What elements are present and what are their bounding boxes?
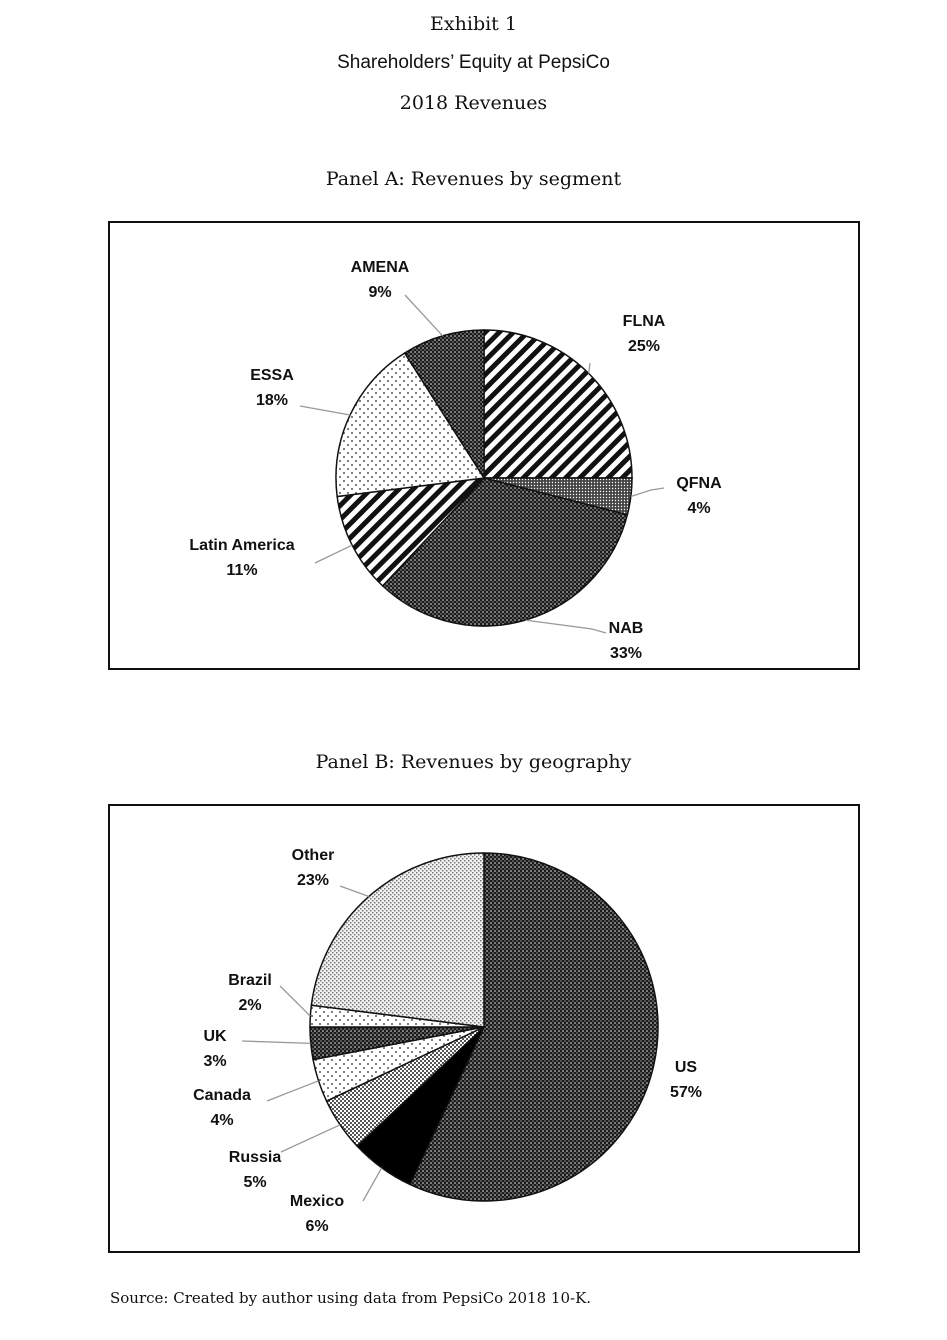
panel-a-pie-svg: FLNA 25% QFNA 4% NAB 33% Latin America 11% ESSA 1…	[189, 259, 722, 662]
leader-line-amena	[404, 294, 444, 337]
exhibit-number: Exhibit 1	[430, 13, 517, 35]
pie-slice-flna	[483, 329, 633, 479]
pie-slice-amena	[403, 329, 485, 481]
slice-label-us: US	[675, 1059, 698, 1076]
slice-label-uk: UK	[203, 1028, 227, 1045]
slice-value-other: 23%	[297, 872, 329, 889]
slice-value-canada: 4%	[210, 1112, 233, 1129]
pie-slices	[309, 852, 659, 1202]
panel-a-chart: FLNA 25% QFNA 4% NAB 33% Latin America 11% ESSA 1…	[108, 221, 860, 670]
slice-label-essa: ESSA	[250, 367, 294, 384]
page-subtitle: 2018 Revenues	[399, 92, 548, 114]
leader-line-canada	[266, 1080, 319, 1102]
panel-a-title: Panel A: Revenues by segment	[325, 168, 622, 190]
leader-line-russia	[280, 1124, 341, 1153]
source-note: Source: Created by author using data fro…	[110, 1289, 592, 1307]
slice-value-us: 57%	[670, 1084, 702, 1101]
pie-slice-other	[310, 852, 485, 1028]
leader-line-nab	[525, 619, 607, 634]
leader-line-qfna	[630, 487, 665, 498]
slice-label-russia: Russia	[229, 1149, 282, 1166]
slice-label-brazil: Brazil	[228, 972, 272, 989]
slice-label-qfna: QFNA	[676, 475, 722, 492]
slice-label-mexico: Mexico	[290, 1193, 344, 1210]
slice-value-mexico: 6%	[305, 1218, 328, 1235]
slice-label-flna: FLNA	[623, 313, 666, 330]
slice-value-latin-america: 11%	[226, 562, 257, 579]
pie-slice-essa	[335, 352, 486, 498]
panel-b-title: Panel B: Revenues by geography	[315, 751, 632, 773]
slice-label-amena: AMENA	[351, 259, 410, 276]
slice-value-flna: 25%	[628, 338, 660, 355]
slice-value-brazil: 2%	[238, 997, 261, 1014]
leader-line-latin-america	[314, 544, 353, 564]
slice-value-qfna: 4%	[687, 500, 710, 517]
slice-value-russia: 5%	[243, 1174, 266, 1191]
leader-line-essa	[299, 405, 351, 416]
slice-value-essa: 18%	[256, 392, 288, 409]
pie-slice-latin-america	[336, 476, 486, 587]
slice-value-amena: 9%	[368, 284, 391, 301]
slice-label-latin-america: Latin America	[189, 537, 294, 554]
leader-line-brazil	[279, 985, 311, 1017]
panel-b-chart: US 57% Mexico 6% Russia 5% Canada 4% UK 3% Brazil 2…	[108, 804, 860, 1253]
pie-slices	[335, 329, 633, 627]
pie-slice-us	[408, 852, 659, 1202]
pie-slice-nab	[381, 477, 629, 627]
leader-line-mexico	[362, 1167, 383, 1202]
slice-label-other: Other	[292, 847, 335, 864]
slice-label-nab: NAB	[609, 620, 644, 637]
panel-b-pie-svg: US 57% Mexico 6% Russia 5% Canada 4% UK 3% Brazil 2…	[193, 847, 702, 1235]
leader-line-flna	[588, 362, 591, 374]
slice-value-uk: 3%	[203, 1053, 226, 1070]
leader-line-other	[339, 885, 370, 898]
slice-label-canada: Canada	[193, 1087, 251, 1104]
leader-line-uk	[241, 1040, 311, 1045]
page-title: Shareholders’ Equity at PepsiCo	[337, 52, 610, 73]
slice-value-nab: 33%	[610, 645, 642, 662]
